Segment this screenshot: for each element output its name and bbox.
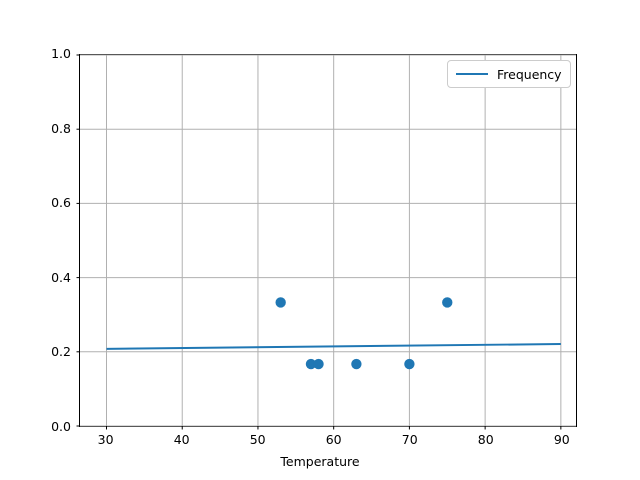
legend-label-frequency: Frequency [497, 66, 562, 82]
y-tick-label: 0.2 [51, 344, 71, 360]
legend-line-swatch [456, 73, 488, 75]
y-tick-label: 0.4 [51, 269, 71, 285]
scatter-point [305, 358, 317, 370]
scatter-point [313, 358, 324, 370]
y-tick-label: 0.8 [51, 120, 71, 136]
y-tick-label: 0.0 [51, 418, 71, 434]
x-tick-label: 30 [97, 432, 114, 447]
y-tick-label: 1.0 [51, 45, 71, 61]
x-tick-label: 40 [173, 432, 190, 447]
data-series-layer [106, 297, 561, 370]
x-tick-label: 80 [477, 432, 494, 447]
scatter-point [275, 297, 286, 308]
plot-axes [76, 54, 577, 430]
scatter-point [351, 358, 362, 370]
scatter-point [404, 358, 415, 370]
scatter-point [442, 297, 453, 308]
chart-legend: Frequency [447, 60, 571, 88]
series-line-Frequency [106, 343, 561, 350]
gridlines [76, 54, 576, 430]
x-tick-label: 50 [249, 432, 266, 447]
x-tick-label: 70 [401, 432, 418, 447]
x-tick-label: 60 [325, 432, 342, 447]
y-tick-label: 0.6 [51, 194, 71, 210]
x-tick-label: 90 [553, 432, 570, 447]
x-axis-label: Temperature [280, 454, 360, 469]
